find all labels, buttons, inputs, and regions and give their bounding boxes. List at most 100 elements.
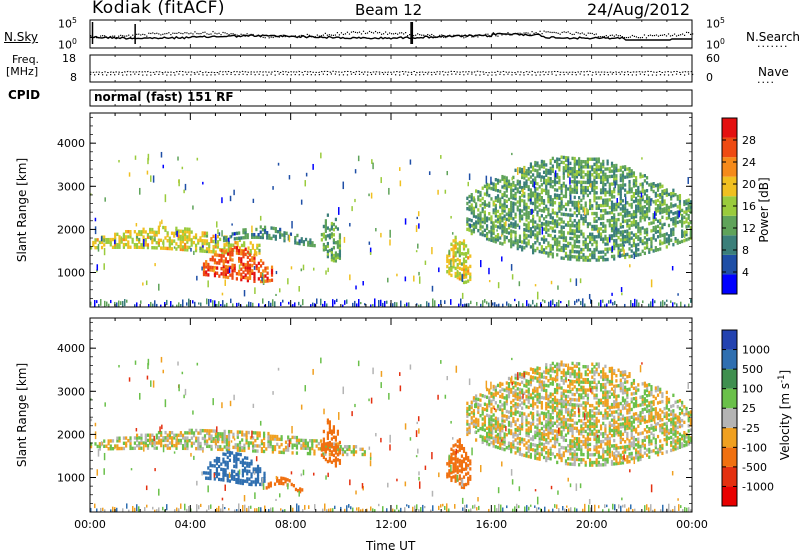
heatmap-cell	[681, 239, 684, 244]
heatmap-cell	[496, 391, 500, 395]
heatmap-cell	[630, 249, 633, 253]
sky-noise-point	[595, 33, 597, 35]
heatmap-cell	[138, 436, 141, 440]
heatmap-cell	[501, 392, 504, 397]
heatmap-cell	[458, 258, 461, 263]
heatmap-cell	[626, 221, 629, 226]
heatmap-cell	[591, 237, 594, 242]
heatmap-cell	[510, 203, 513, 207]
heatmap-cell	[534, 163, 537, 167]
heatmap-cell	[575, 237, 579, 241]
heatmap-cell	[492, 239, 495, 243]
heatmap-cell	[595, 258, 598, 262]
heatmap-cell	[469, 223, 471, 229]
heatmap-cell	[202, 262, 206, 266]
heatmap-cell	[635, 176, 638, 180]
heatmap-cell	[635, 183, 638, 188]
heatmap-cell	[249, 441, 253, 445]
heatmap-cell	[661, 200, 664, 204]
heatmap-cell	[238, 238, 241, 242]
heatmap-cell	[586, 222, 589, 226]
heatmap-cell	[229, 235, 232, 239]
heatmap-cell	[209, 461, 212, 465]
heatmap-cell	[551, 208, 554, 212]
heatmap-cell	[516, 449, 519, 453]
heatmap-cell	[593, 240, 596, 244]
heatmap-cell	[571, 244, 574, 249]
heatmap-cell	[584, 258, 587, 262]
heatmap-cell	[586, 235, 589, 239]
heatmap-cell	[560, 220, 563, 224]
heatmap-cell	[474, 225, 476, 229]
heatmap-cell	[567, 171, 570, 176]
sky-noise-point	[537, 33, 539, 35]
heatmap-cell	[597, 250, 600, 254]
heatmap-cell	[501, 195, 504, 200]
heatmap-cell	[256, 472, 260, 476]
heatmap-cell	[330, 442, 333, 446]
heatmap-cell	[253, 266, 256, 270]
heatmap-cell	[197, 444, 200, 448]
heatmap-cell	[606, 203, 609, 207]
heatmap-cell	[547, 179, 550, 183]
heatmap-cell	[494, 211, 497, 216]
heatmap-cell	[606, 180, 609, 184]
heatmap-cell	[249, 248, 252, 253]
heatmap-cell	[608, 223, 611, 228]
heatmap-cell	[470, 416, 473, 420]
heatmap-cell	[98, 442, 101, 446]
heatmap-cell	[532, 375, 535, 380]
heatmap-cell	[545, 183, 548, 188]
heatmap-cell	[532, 367, 535, 372]
heatmap-cell	[492, 210, 495, 215]
heatmap-cell	[233, 233, 236, 236]
heatmap-cell	[595, 173, 598, 177]
heatmap-cell	[109, 447, 112, 451]
heatmap-cell	[556, 157, 559, 161]
heatmap-cell	[670, 210, 673, 214]
heatmap-cell	[485, 436, 489, 441]
heatmap-cell	[225, 243, 228, 247]
heatmap-cell	[207, 273, 210, 277]
heatmap-cell	[494, 177, 497, 182]
heatmap-cell	[221, 447, 224, 452]
sky-noise-point	[577, 32, 579, 34]
heatmap-cell	[503, 222, 506, 226]
heatmap-cell	[475, 394, 478, 398]
heatmap-cell	[260, 447, 264, 451]
heatmap-cell	[483, 438, 486, 443]
heatmap-cell	[556, 237, 559, 242]
heatmap-cell	[590, 299, 592, 304]
sky-noise-point	[647, 35, 650, 37]
heatmap-cell	[269, 439, 272, 444]
heatmap-cell	[334, 458, 338, 463]
heatmap-cell	[564, 158, 568, 163]
heatmap-cell	[685, 207, 688, 211]
heatmap-cell	[578, 208, 581, 213]
heatmap-cell	[494, 429, 497, 433]
heatmap-cell	[235, 246, 238, 250]
heatmap-cell	[190, 428, 193, 433]
heatmap-cell	[300, 239, 303, 244]
heatmap-cell	[184, 227, 187, 231]
heatmap-cell	[578, 206, 581, 210]
heatmap-cell	[597, 232, 600, 236]
heatmap-cell	[306, 441, 309, 445]
heatmap-cell	[549, 171, 552, 176]
heatmap-cell	[540, 388, 543, 392]
heatmap-cell	[179, 229, 182, 233]
heatmap-cell	[624, 167, 627, 172]
heatmap-cell	[306, 451, 309, 456]
heatmap-cell	[241, 446, 244, 450]
nave-point	[423, 73, 425, 76]
heatmap-cell	[244, 233, 247, 237]
heatmap-cell	[595, 191, 598, 195]
heatmap-cell	[485, 413, 489, 418]
heatmap-cell	[550, 300, 552, 307]
heatmap-cell	[288, 479, 291, 483]
heatmap-cell	[689, 231, 692, 237]
heatmap-cell	[301, 488, 304, 492]
heatmap-cell	[538, 377, 541, 381]
heatmap-cell	[286, 478, 289, 482]
heatmap-cell	[503, 388, 506, 392]
